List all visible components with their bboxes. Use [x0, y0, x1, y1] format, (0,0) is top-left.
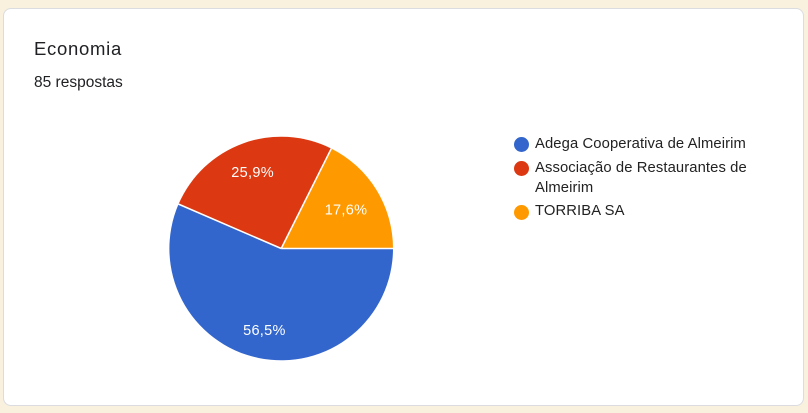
svg-text:17,6%: 17,6% — [325, 203, 368, 219]
svg-text:56,5%: 56,5% — [243, 323, 286, 339]
svg-text:25,9%: 25,9% — [231, 165, 274, 181]
